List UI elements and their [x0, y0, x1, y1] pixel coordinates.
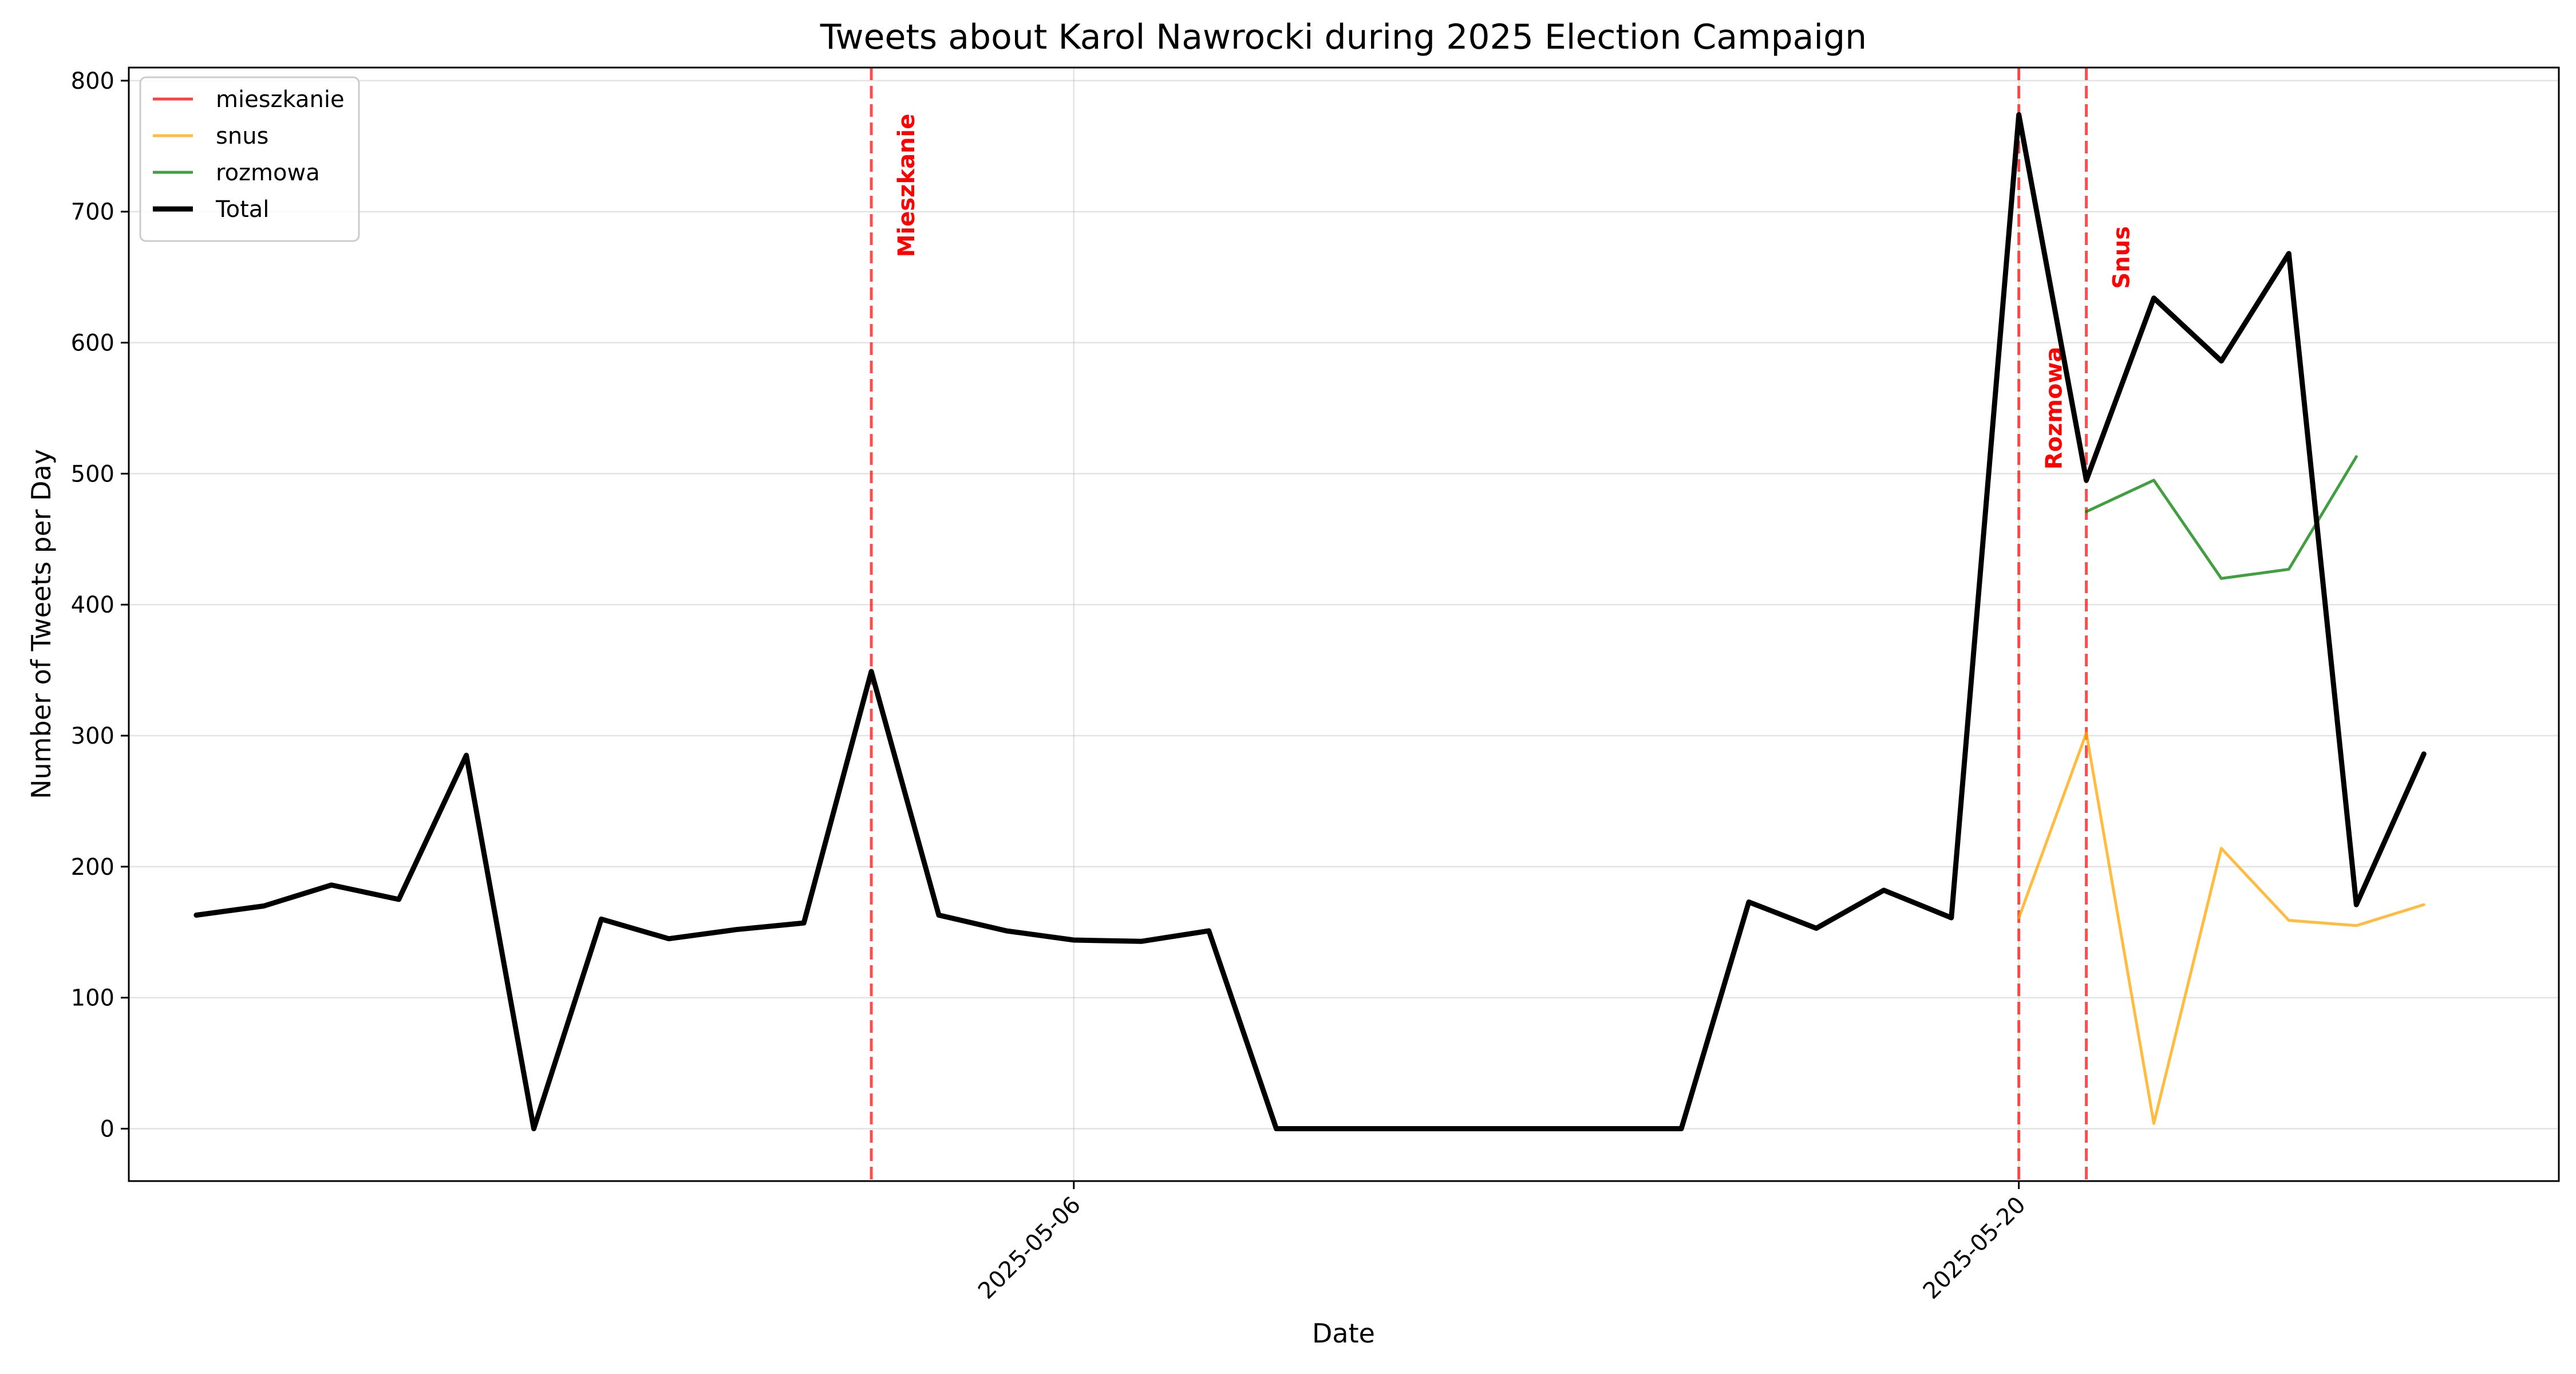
y-tick-label: 800 — [71, 68, 114, 94]
y-tick-label: 200 — [71, 854, 114, 881]
series-line-snus — [2017, 731, 2425, 1125]
chart-title: Tweets about Karol Nawrocki during 2025 … — [820, 17, 1867, 57]
data-series — [193, 112, 2427, 1131]
legend-label: mieszkanie — [216, 86, 345, 113]
legend: mieszkanie snus rozmowa Total — [139, 76, 360, 242]
event-label: Snus — [2109, 226, 2135, 289]
event-label: Mieszkanie — [894, 114, 920, 258]
plot-frame — [128, 66, 2560, 1182]
y-tick-label: 0 — [100, 1116, 114, 1142]
y-tick-label: 700 — [71, 199, 114, 226]
legend-label: Total — [215, 196, 269, 223]
x-axis-label: Date — [1312, 1318, 1375, 1349]
series-line-total — [193, 112, 2427, 1131]
y-tick-label: 300 — [71, 723, 114, 749]
y-axis-label: Number of Tweets per Day — [26, 449, 57, 799]
y-tick-label: 400 — [71, 592, 114, 618]
legend-label: snus — [216, 123, 268, 149]
y-tick-label: 500 — [71, 461, 114, 487]
legend-label: rozmowa — [216, 160, 320, 186]
legend-box — [139, 76, 360, 242]
y-tick-label: 100 — [71, 985, 114, 1012]
y-tick-label: 600 — [71, 330, 114, 357]
series-line-rozmowa — [2085, 455, 2358, 580]
